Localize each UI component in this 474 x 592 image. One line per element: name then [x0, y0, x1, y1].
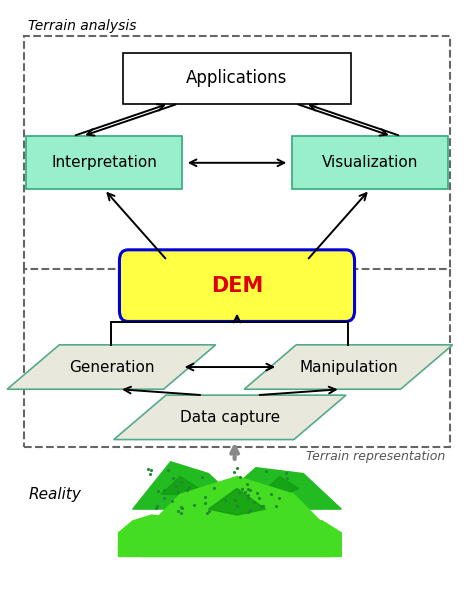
Text: DEM: DEM — [211, 276, 263, 295]
Text: Interpretation: Interpretation — [51, 155, 157, 170]
Polygon shape — [161, 477, 199, 494]
Text: Terrain representation: Terrain representation — [306, 450, 446, 463]
Text: Generation: Generation — [69, 359, 154, 375]
Polygon shape — [209, 468, 341, 509]
FancyBboxPatch shape — [24, 36, 450, 272]
FancyBboxPatch shape — [292, 136, 448, 189]
FancyBboxPatch shape — [24, 269, 450, 447]
Polygon shape — [261, 477, 299, 494]
FancyBboxPatch shape — [123, 53, 351, 104]
Text: Visualization: Visualization — [321, 155, 418, 170]
Text: Terrain analysis: Terrain analysis — [28, 18, 137, 33]
Text: Manipulation: Manipulation — [299, 359, 398, 375]
Text: Reality: Reality — [28, 487, 82, 502]
Text: Applications: Applications — [186, 69, 288, 88]
Text: Data capture: Data capture — [180, 410, 280, 425]
Polygon shape — [7, 345, 216, 390]
Polygon shape — [142, 477, 332, 556]
Polygon shape — [118, 509, 341, 556]
Polygon shape — [114, 395, 346, 439]
FancyBboxPatch shape — [26, 136, 182, 189]
Polygon shape — [133, 462, 246, 509]
FancyBboxPatch shape — [119, 250, 355, 321]
Polygon shape — [244, 345, 453, 390]
Polygon shape — [209, 488, 265, 515]
